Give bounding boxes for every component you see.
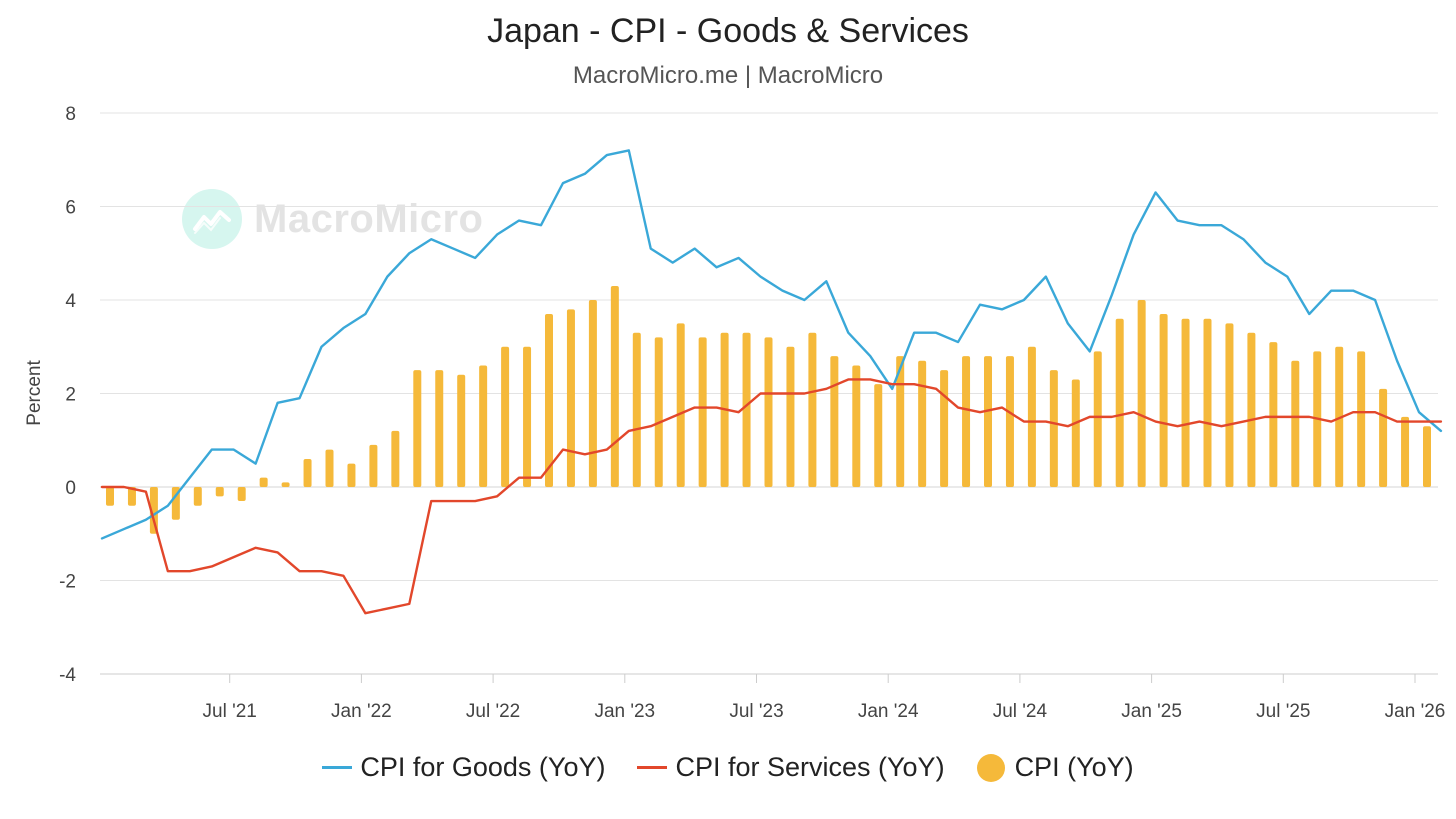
cpi-bar	[808, 332, 817, 487]
cpi-bar	[171, 487, 180, 520]
cpi-bar	[1159, 314, 1168, 487]
cpi-bar	[588, 300, 597, 487]
x-tick-label: Jan '25	[1121, 701, 1182, 722]
cpi-bar	[1401, 416, 1410, 487]
cpi-bar	[1203, 318, 1212, 487]
cpi-bar	[1115, 318, 1124, 487]
cpi-bar	[149, 487, 158, 534]
cpi-bar	[984, 356, 992, 487]
legend-item-goods[interactable]: CPI for Goods (YoY)	[322, 752, 605, 783]
cpi-bar	[918, 360, 927, 487]
cpi-bar	[610, 285, 619, 487]
chart-svg: -4 -2 0 2 4 6 8 Jul '21 Jan '22 Jul '22 Jan '23 Jul…	[24, 104, 1445, 722]
x-tick-label: Jul '23	[729, 701, 783, 722]
cpi-bar	[1093, 351, 1102, 487]
cpi-bar	[1423, 426, 1431, 487]
y-tick-label: 8	[65, 104, 76, 125]
x-tick-label: Jul '21	[203, 701, 257, 722]
x-tick-label: Jan '22	[331, 701, 392, 722]
cpi-bar	[1379, 388, 1388, 487]
y-tick-label: -2	[59, 572, 76, 593]
cpi-bar	[106, 487, 114, 506]
cpi-bar	[457, 374, 466, 487]
cpi-bar	[764, 337, 773, 487]
x-tick-label: Jan '26	[1385, 701, 1446, 722]
cpi-bar	[1005, 356, 1014, 487]
cpi-bar	[1291, 360, 1300, 487]
cpi-bar	[545, 314, 553, 487]
cpi-bar	[566, 309, 575, 487]
cpi-bar	[676, 323, 685, 487]
cpi-bar	[786, 346, 795, 487]
cpi-bar	[962, 356, 971, 487]
x-tick-label: Jul '24	[993, 701, 1048, 722]
cpi-bar	[940, 370, 949, 487]
goods-line-icon	[322, 766, 353, 769]
x-tick-label: Jul '25	[1256, 701, 1310, 722]
series-lines	[100, 149, 1443, 615]
cpi-bar	[369, 444, 378, 487]
cpi-bar	[852, 365, 861, 487]
cpi-bar	[391, 430, 400, 487]
cpi-bar	[1071, 379, 1080, 487]
cpi-bar	[127, 487, 136, 506]
cpi-bar	[1181, 318, 1190, 487]
cpi-bar	[303, 458, 312, 487]
legend-item-services[interactable]: CPI for Services (YoY)	[637, 752, 945, 783]
y-tick-label: 0	[65, 478, 76, 499]
x-tick-label: Jul '22	[466, 701, 520, 722]
cpi-bar	[1225, 323, 1234, 487]
cpi-bar	[523, 346, 532, 487]
cpi-bar	[215, 487, 224, 497]
cpi-bar	[435, 370, 444, 487]
x-tick-label: Jan '23	[594, 701, 655, 722]
y-tick-label: 6	[65, 198, 76, 219]
cpi-bar	[1027, 346, 1036, 487]
cpi-bar	[281, 482, 290, 487]
cpi-bar	[1049, 370, 1058, 487]
cpi-bar	[259, 477, 268, 487]
y-tick-label: 2	[65, 385, 76, 406]
services-line-icon	[637, 766, 668, 769]
cpi-bar	[413, 370, 422, 487]
cpi-bar	[1269, 342, 1278, 487]
cpi-bar	[1137, 300, 1146, 487]
legend: CPI for Goods (YoY) CPI for Services (Yo…	[0, 752, 1456, 783]
cpi-dot-icon	[976, 753, 1005, 782]
cpi-bar	[325, 449, 334, 487]
cpi-bar	[1247, 332, 1256, 487]
cpi-bar	[632, 332, 641, 487]
x-tick-label: Jan '24	[858, 701, 919, 722]
goods-line	[100, 149, 1443, 540]
cpi-bar	[237, 487, 246, 502]
cpi-bar	[654, 337, 663, 487]
cpi-bar	[698, 337, 707, 487]
legend-label-services: CPI for Services (YoY)	[675, 752, 945, 782]
axes: -4 -2 0 2 4 6 8 Jul '21 Jan '22 Jul '22 Jan '23 Jul…	[59, 104, 1445, 722]
cpi-bar	[742, 332, 751, 487]
cpi-bar	[1357, 351, 1366, 487]
chart-subtitle: MacroMicro.me | MacroMicro	[572, 62, 884, 89]
cpi-bar	[874, 384, 883, 487]
cpi-bar	[479, 365, 488, 487]
legend-item-cpi[interactable]: CPI (YoY)	[976, 752, 1134, 783]
cpi-bar	[501, 346, 510, 487]
legend-label-cpi: CPI (YoY)	[1014, 752, 1134, 782]
cpi-bar	[193, 487, 202, 506]
y-axis-label: Percent	[24, 360, 45, 426]
cpi-bar	[830, 356, 839, 487]
cpi-bar	[896, 356, 905, 487]
legend-label-goods: CPI for Goods (YoY)	[360, 752, 606, 782]
chart-title: Japan - CPI - Goods & Services	[487, 12, 969, 50]
cpi-bar	[347, 463, 356, 487]
cpi-bars	[106, 285, 1431, 534]
services-line	[100, 378, 1443, 615]
y-tick-label: -4	[59, 665, 76, 686]
y-tick-label: 4	[65, 291, 76, 312]
